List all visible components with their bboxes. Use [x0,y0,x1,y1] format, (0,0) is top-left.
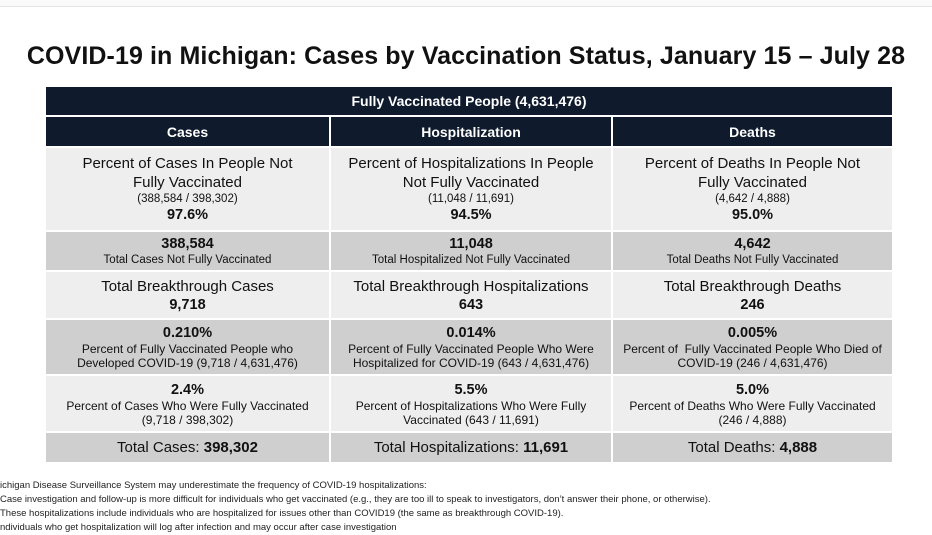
cell-percent-hosp-vaccinated: 5.5% Percent of Hospitalizations Who Wer… [329,374,613,433]
cell-line1: Percent of Cases Who Were Fully Vaccinat… [66,398,309,413]
cell-line2: Hospitalized for COVID-19 (643 / 4,631,4… [352,356,590,370]
total-label: Total Hospitalizations: [373,439,524,456]
column-header-deaths: Deaths [611,115,894,148]
percent-of-vaccinated-row: 0.210% Percent of Fully Vaccinated Peopl… [44,318,894,376]
footnote-line: ichigan Disease Surveillance System may … [0,480,427,491]
cell-percent-deaths-not-vaccinated: Percent of Deaths In People Not Fully Va… [611,146,894,232]
cell-breakthrough-cases: Total Breakthrough Cases 9,718 [44,270,331,320]
cell-percent-cases-vaccinated: 2.4% Percent of Cases Who Were Fully Vac… [44,374,331,433]
cell-line2: (9,718 / 398,302) [141,412,234,427]
total-value: 4,888 [779,439,818,456]
cell-line1: Percent of Fully Vaccinated People Who W… [348,342,594,356]
column-header-cases: Cases [44,115,331,148]
cell-fraction: (4,642 / 4,888) [715,193,790,205]
cell-percent-vaccinated-hospitalized: 0.014% Percent of Fully Vaccinated Peopl… [329,318,613,376]
footnotes: ichigan Disease Surveillance System may … [0,479,932,535]
cell-value: 0.210% [162,325,213,341]
page-title: COVID-19 in Michigan: Cases by Vaccinati… [26,42,906,70]
cell-total-cases-not-vaccinated: 388,584 Total Cases Not Fully Vaccinated [44,230,331,272]
cell-value: 97.6% [166,207,209,223]
cell-total-deaths-not-vaccinated: 4,642 Total Deaths Not Fully Vaccinated [611,230,894,272]
cell-value: 246 [740,296,765,313]
cell-percent-cases-not-vaccinated: Percent of Cases In People Not Fully Vac… [44,146,331,232]
cell-value: 9,718 [169,296,206,313]
cell-line2: Developed COVID-19 (9,718 / 4,631,476) [77,356,298,370]
footnote-line: These hospitalizations include individua… [0,508,564,519]
cell-label: Total Breakthrough Hospitalizations [353,277,589,295]
footnote-line: Case investigation and follow-up is more… [0,494,711,505]
cell-total-deaths: Total Deaths: 4,888 [611,431,894,464]
cell-label: Percent of Cases In People Not Fully Vac… [82,155,293,191]
cell-line1: Percent of Hospitalizations Who Were Ful… [355,398,587,413]
total-value: 11,691 [523,439,569,456]
header-row: Cases Hospitalization Deaths [44,115,894,148]
cell-total-hospitalizations: Total Hospitalizations: 11,691 [329,431,613,464]
cell-line2: (246 / 4,888) [718,412,787,427]
column-header-hospitalization: Hospitalization [329,115,613,148]
percent-fully-vaccinated-row: 2.4% Percent of Cases Who Were Fully Vac… [44,374,894,433]
total-label: Total Deaths: [687,439,780,456]
cell-breakthrough-hosp: Total Breakthrough Hospitalizations 643 [329,270,613,320]
cell-value: 2.4% [170,381,205,398]
cell-label: Percent of Hospitalizations In People No… [348,155,594,191]
cell-value: 5.0% [735,381,770,398]
banner-row: Fully Vaccinated People (4,631,476) [44,85,894,117]
cell-label: Percent of Deaths In People Not Fully Va… [644,155,861,191]
cell-percent-vaccinated-died: 0.005% Percent of Fully Vaccinated Peopl… [611,318,894,376]
cell-value: 0.014% [446,325,496,341]
total-label: Total Cases: [117,439,204,456]
cell-fraction: (388,584 / 398,302) [137,193,238,205]
top-bar [0,0,932,7]
cell-percent-deaths-vaccinated: 5.0% Percent of Deaths Who Were Fully Va… [611,374,894,433]
cell-line2: Vaccinated (643 / 11,691) [403,412,539,427]
cell-value: 4,642 [734,236,771,252]
percent-not-vaccinated-row: Percent of Cases In People Not Fully Vac… [44,146,894,232]
cell-line1: Percent of Fully Vaccinated People who [81,342,294,356]
cell-line2: COVID-19 (246 / 4,631,476) [677,356,828,370]
cell-value: 11,048 [449,236,493,252]
cell-percent-vaccinated-developed: 0.210% Percent of Fully Vaccinated Peopl… [44,318,331,376]
cell-percent-hosp-not-vaccinated: Percent of Hospitalizations In People No… [329,146,613,232]
cell-label: Total Deaths Not Fully Vaccinated [666,254,839,266]
cell-total-cases: Total Cases: 398,302 [44,431,331,464]
cell-label: Total Breakthrough Deaths [663,277,842,295]
cell-value: 388,584 [161,236,214,252]
footnote-line: ndividuals who get hospitalization will … [0,522,397,533]
total-value: 398,302 [203,439,258,456]
cell-total-hosp-not-vaccinated: 11,048 Total Hospitalized Not Fully Vacc… [329,230,613,272]
cell-line1: Percent of Fully Vaccinated People Who D… [623,342,882,356]
cell-label: Total Hospitalized Not Fully Vaccinated [372,254,570,266]
cell-value: 5.5% [454,381,488,398]
cell-fraction: (11,048 / 11,691) [428,193,514,205]
cell-line1: Percent of Deaths Who Were Fully Vaccina… [629,398,876,413]
cell-value: 643 [458,296,484,313]
cell-value: 94.5% [450,207,492,223]
total-not-vaccinated-row: 388,584 Total Cases Not Fully Vaccinated… [44,230,894,272]
totals-row: Total Cases: 398,302 Total Hospitalizati… [44,431,894,464]
fully-vaccinated-banner: Fully Vaccinated People (4,631,476) [44,85,894,117]
cell-breakthrough-deaths: Total Breakthrough Deaths 246 [611,270,894,320]
cell-value: 0.005% [727,325,778,341]
breakthrough-row: Total Breakthrough Cases 9,718 Total Bre… [44,270,894,320]
cell-label: Total Breakthrough Cases [101,277,274,295]
vaccination-status-table: Fully Vaccinated People (4,631,476) Case… [44,85,894,464]
cell-value: 95.0% [731,207,774,223]
cell-label: Total Cases Not Fully Vaccinated [103,254,272,266]
